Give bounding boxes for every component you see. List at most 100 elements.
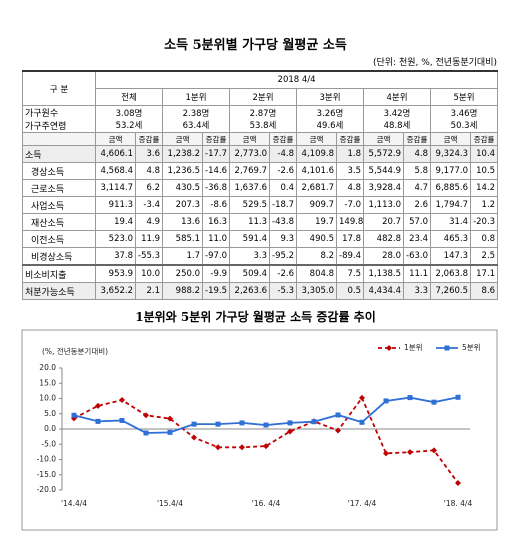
point-marker [95, 402, 101, 409]
header-cell: 증감률 [269, 132, 297, 146]
header-cell: 증감률 [469, 132, 499, 146]
table-row: 처분가능소득 3,652.2 2.1 988.2 -19.5 2,263.6 -5.3 3,3… [22, 282, 499, 300]
table-row: 구 분 2018 4/4 [22, 70, 499, 106]
table-cell: 8.6 [469, 282, 499, 300]
point-marker [287, 428, 293, 435]
y-tick-label: -20.0 [37, 485, 57, 494]
table-cell: 1.8 [336, 145, 364, 163]
row-label: 소득 [22, 145, 96, 163]
chart-frame [21, 329, 498, 531]
cell-line: 2.87명 [249, 109, 277, 119]
point-marker [215, 444, 221, 451]
table-cell: 4,434.4 [363, 282, 404, 300]
point-marker [359, 419, 365, 425]
x-tick-label: '17. 4/4 [348, 499, 377, 508]
table-cell: 3.46명 50.3세 [429, 105, 499, 133]
y-tick-label: -15.0 [37, 470, 57, 479]
point-marker [287, 420, 293, 426]
chart-title: 1분위와 5분위 가구당 월평균 소득 증감률 추이 [135, 310, 376, 324]
header-cell: 금액 [296, 132, 337, 146]
table-cell: -4.8 [269, 145, 297, 163]
point-marker [167, 415, 173, 422]
table-cell: 3.08명 53.2세 [95, 105, 163, 133]
legend-marker [444, 345, 450, 351]
table-cell: 4,109.8 [296, 145, 337, 163]
cell-line: 50.3세 [450, 121, 478, 131]
cell-line: 53.8세 [249, 121, 277, 131]
point-marker [455, 479, 461, 486]
point-marker [191, 434, 197, 441]
legend-label: 1분위 [404, 343, 423, 352]
point-marker [143, 412, 149, 419]
point-marker [119, 417, 125, 423]
table-row: 비소비지출 953.9 10.0 250.0 -9.9 509.4 -2.6 804.8 7.5… [22, 264, 499, 283]
table-cell: 11.9 [135, 230, 163, 248]
point-marker [311, 419, 317, 425]
y-tick-label: 5.0 [44, 409, 56, 418]
table-cell: 5,572.9 [363, 145, 404, 163]
table-row: 이전소득 523.0 11.9 585.1 11.0 591.4 9.3 490.5 17.8 4… [22, 230, 499, 248]
row-label-line: 가구주연령 [25, 122, 67, 132]
cell-line: 3.46명 [450, 109, 478, 119]
point-marker [383, 398, 389, 404]
point-marker [239, 420, 245, 426]
header-cell: 증감률 [336, 132, 364, 146]
point-marker [431, 447, 437, 454]
table-cell [22, 132, 96, 146]
legend-label: 5분위 [462, 343, 481, 352]
table-row: 근로소득 3,114.7 6.2 430.5 -36.8 1,637.6 0.4 2,681.… [22, 179, 499, 197]
point-marker [383, 450, 389, 457]
y-tick-label: 20.0 [39, 363, 56, 372]
point-marker [71, 412, 77, 418]
cell-line: 3.26명 [316, 109, 344, 119]
y-tick-label: 10.0 [39, 394, 56, 403]
point-marker [455, 394, 461, 400]
point-marker [215, 421, 221, 427]
header-cell: 금액 [162, 132, 203, 146]
y-tick-label: -10.0 [37, 455, 57, 464]
cell-line: 49.6세 [316, 121, 344, 131]
legend-marker [386, 345, 392, 351]
y-tick-label: 0.0 [44, 424, 56, 433]
cell-line: 3.42명 [383, 109, 411, 119]
table-cell: 3.3 [403, 282, 431, 300]
table-row: 가구원수 가구주연령 3.08명 53.2세 2.38명 63.4세 2.87명 53.8세 3… [22, 105, 499, 133]
cell-line: 48.8세 [383, 121, 411, 131]
row-label-line: 가구원수 [25, 109, 59, 119]
x-tick-label: '14.4/4 [61, 499, 87, 508]
table-row: 소득 4,606.1 3.6 1,238.2 -17.7 2,773.0 -4.8 4,109… [22, 145, 499, 163]
y-axis-label: (%, 전년동분기대비) [42, 346, 108, 356]
table-cell: 591.4 [229, 230, 270, 248]
table-cell: 2,773.0 [229, 145, 270, 163]
table-cell: -5.3 [269, 282, 297, 300]
cell-line: 2.38명 [182, 109, 210, 119]
point-marker [431, 399, 437, 405]
point-marker [335, 427, 341, 434]
table-cell: 23.4 [403, 230, 431, 248]
table-cell: 3,652.2 [95, 282, 136, 300]
cell-line: 53.2세 [115, 121, 143, 131]
point-marker [335, 412, 341, 418]
header-cell: 구 분 [22, 70, 96, 106]
point-marker [239, 444, 245, 451]
point-marker [359, 394, 365, 401]
title: 소득 5분위별 가구당 월평균 소득 [164, 38, 347, 53]
y-tick-label: 15.0 [39, 378, 56, 387]
point-marker [119, 397, 125, 404]
x-tick-label: '16. 4/4 [252, 499, 281, 508]
table-cell: 2,263.6 [229, 282, 270, 300]
table-cell: 0.8 [469, 230, 499, 248]
table-cell: 7,260.5 [430, 282, 471, 300]
header-cell: 금액 [430, 132, 471, 146]
header-cell: 증감률 [202, 132, 230, 146]
unit: (단위: 천원, %, 전년동분기대비) [373, 58, 497, 68]
y-tick-label: -5.0 [41, 439, 56, 448]
series-line [73, 396, 459, 484]
point-marker [263, 443, 269, 450]
table-row: 경상소득 4,568.4 4.8 1,236.5 -14.6 2,769.7 -2.6 4,1… [22, 162, 499, 180]
table-cell: 2.1 [135, 282, 163, 300]
point-marker [263, 422, 269, 428]
table-row: 비경상소득 37.8 -55.3 1.7 -97.0 3.3 -95.2 8.2 -89.4 28… [22, 247, 499, 266]
